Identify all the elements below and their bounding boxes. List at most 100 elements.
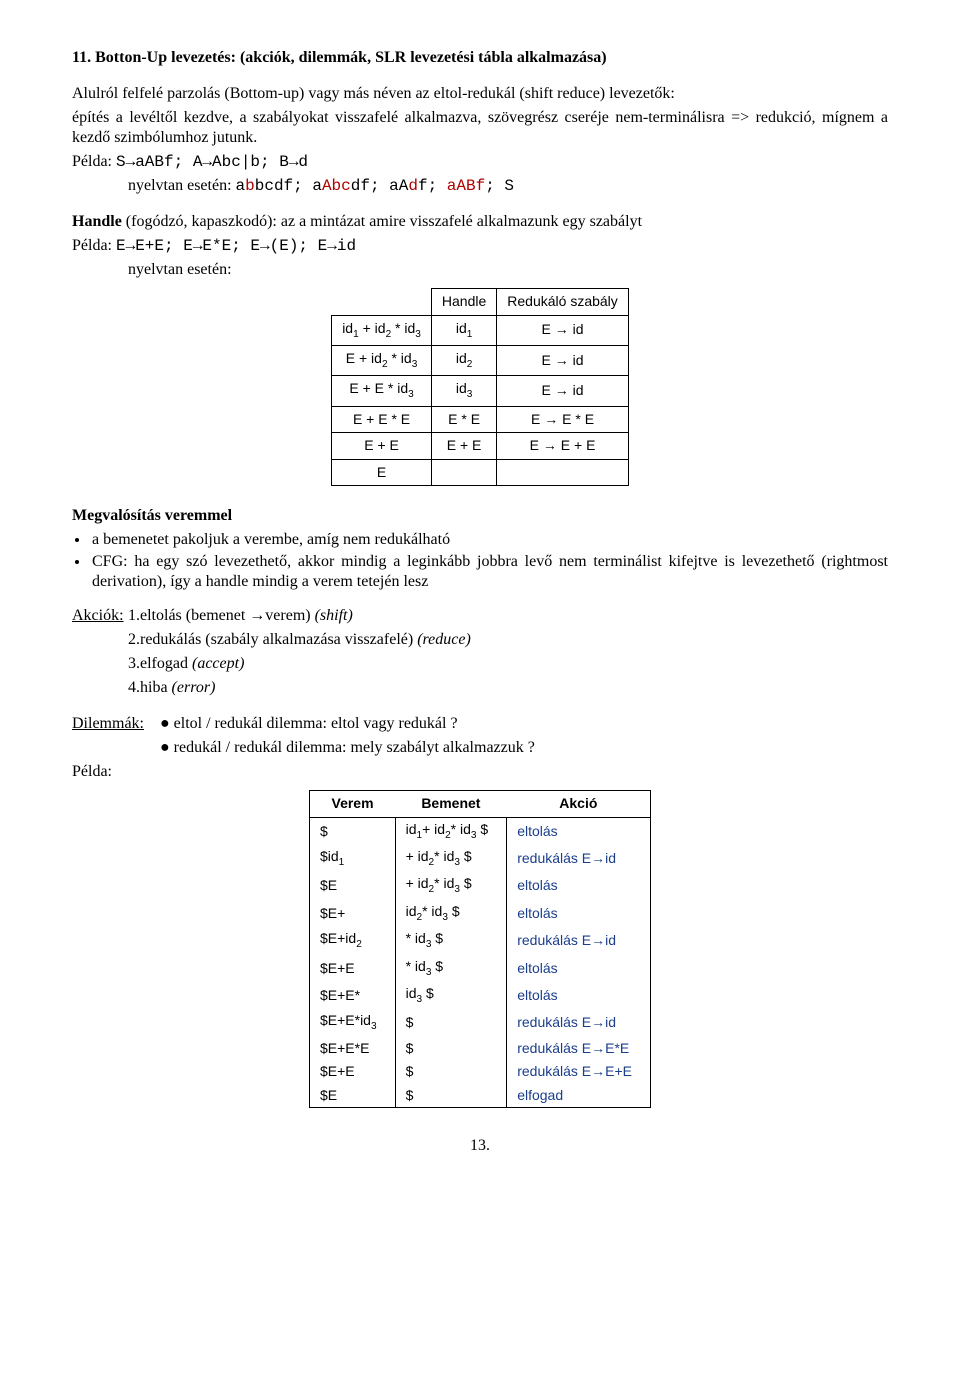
actions-block: Akciók: 1.eltolás (bemenet →verem) (shif… bbox=[72, 606, 888, 702]
label: nyelvtan esetén: bbox=[128, 177, 236, 194]
th-empty bbox=[332, 289, 432, 316]
stack-table: Verem Bemenet Akció $id1+ id2* id3 $elto… bbox=[309, 790, 651, 1108]
td: $E+E bbox=[309, 1060, 395, 1084]
td: E + E * E bbox=[332, 406, 432, 433]
label: Példa: bbox=[72, 237, 116, 254]
action-item: 2.redukálás (szabály alkalmazása visszaf… bbox=[128, 630, 471, 650]
table-row: $E+E*id3$redukálás E→id bbox=[309, 1009, 650, 1036]
td: id3 $ bbox=[395, 982, 507, 1009]
table-row: E + id2 * id3id2E → id bbox=[332, 345, 629, 375]
text: (reduce) bbox=[417, 631, 471, 648]
td: $E+E bbox=[309, 955, 395, 982]
td: $E+id2 bbox=[309, 927, 395, 954]
th: Verem bbox=[309, 791, 395, 818]
td: $E+ bbox=[309, 900, 395, 927]
td: E bbox=[332, 459, 432, 486]
td: id1 bbox=[431, 315, 496, 345]
text: 3.elfogad bbox=[128, 655, 192, 672]
td: $id1 bbox=[309, 845, 395, 872]
td: $E bbox=[309, 872, 395, 899]
paragraph: Handle (fogódzó, kapaszkodó): az a mintá… bbox=[72, 212, 888, 232]
code: E→E+E; E→E*E; E→(E); E→id bbox=[116, 237, 356, 255]
td: $ bbox=[395, 1084, 507, 1108]
td: E + E bbox=[431, 433, 496, 460]
td: $ bbox=[395, 1009, 507, 1036]
table-row: $id1+ id2* id3 $redukálás E→id bbox=[309, 845, 650, 872]
code: abbcdf; aAbcdf; aAdf; aABf; S bbox=[236, 177, 515, 195]
action-item: 3.elfogad (accept) bbox=[128, 654, 471, 674]
paragraph: építés a levéltől kezdve, a szabályokat … bbox=[72, 108, 888, 148]
td: E + E bbox=[332, 433, 432, 460]
list-item: a bemenetet pakoljuk a verembe, amíg nem… bbox=[90, 530, 888, 550]
text: (shift) bbox=[315, 607, 353, 624]
td: redukálás E→E*E bbox=[507, 1037, 651, 1061]
td: * id3 $ bbox=[395, 927, 507, 954]
td: $ bbox=[395, 1037, 507, 1061]
example-line: nyelvtan esetén: abbcdf; aAbcdf; aAdf; a… bbox=[128, 176, 888, 196]
table-row: $E+id2* id3 $redukálás E→id bbox=[309, 927, 650, 954]
td: id1+ id2* id3 $ bbox=[395, 817, 507, 845]
th: Akció bbox=[507, 791, 651, 818]
td: eltolás bbox=[507, 872, 651, 899]
page-number: 13. bbox=[72, 1136, 888, 1156]
table-row: $E+E*E$redukálás E→E*E bbox=[309, 1037, 650, 1061]
table-row: E + EE + EE → E + E bbox=[332, 433, 629, 460]
table-row: $E+E* id3 $eltolás bbox=[309, 955, 650, 982]
dilemma-item: ● redukál / redukál dilemma: mely szabál… bbox=[160, 738, 888, 758]
td: * id3 $ bbox=[395, 955, 507, 982]
td: E * E bbox=[431, 406, 496, 433]
td: redukálás E→id bbox=[507, 927, 651, 954]
code: S→aABf; A→Abc|b; B→d bbox=[116, 153, 308, 171]
text: (error) bbox=[172, 679, 216, 696]
label: Akciók: bbox=[72, 607, 124, 624]
text: (fogódzó, kapaszkodó): az a mintázat ami… bbox=[122, 213, 642, 230]
td: E → id bbox=[497, 376, 629, 406]
term: Handle bbox=[72, 213, 122, 230]
table-row: E + E * EE * EE → E * E bbox=[332, 406, 629, 433]
td: + id2* id3 $ bbox=[395, 872, 507, 899]
td: eltolás bbox=[507, 955, 651, 982]
td: eltolás bbox=[507, 900, 651, 927]
example-line: Példa: S→aABf; A→Abc|b; B→d bbox=[72, 152, 888, 172]
table-row: id1 + id2 * id3id1E → id bbox=[332, 315, 629, 345]
td bbox=[431, 459, 496, 486]
heading: 11. Botton-Up levezetés: (akciók, dilemm… bbox=[72, 48, 888, 68]
td: E → id bbox=[497, 345, 629, 375]
th: Handle bbox=[431, 289, 496, 316]
table-row: $id1+ id2* id3 $eltolás bbox=[309, 817, 650, 845]
td: eltolás bbox=[507, 982, 651, 1009]
th: Redukáló szabály bbox=[497, 289, 629, 316]
td: E + E * id3 bbox=[332, 376, 432, 406]
td: E → E + E bbox=[497, 433, 629, 460]
td: $E+E* bbox=[309, 982, 395, 1009]
table-row: $E+id2* id3 $eltolás bbox=[309, 900, 650, 927]
example-line: Példa: E→E+E; E→E*E; E→(E); E→id bbox=[72, 236, 888, 256]
td: id2 bbox=[431, 345, 496, 375]
td: eltolás bbox=[507, 817, 651, 845]
table-row: $E+E*id3 $eltolás bbox=[309, 982, 650, 1009]
label: nyelvtan esetén: bbox=[128, 260, 888, 280]
bullet-list: a bemenetet pakoljuk a verembe, amíg nem… bbox=[90, 530, 888, 592]
label: Példa: bbox=[72, 762, 888, 782]
paragraph: Alulról felfelé parzolás (Bottom-up) vag… bbox=[72, 84, 888, 104]
handle-table: Handle Redukáló szabály id1 + id2 * id3i… bbox=[331, 288, 629, 486]
td: + id2* id3 $ bbox=[395, 845, 507, 872]
td bbox=[497, 459, 629, 486]
td: $ bbox=[309, 817, 395, 845]
subheading: Megvalósítás veremmel bbox=[72, 506, 888, 526]
text: 4.hiba bbox=[128, 679, 172, 696]
table-row: E bbox=[332, 459, 629, 486]
text: 1.eltolás (bemenet →verem) bbox=[128, 607, 315, 624]
th: Bemenet bbox=[395, 791, 507, 818]
table-row: E + E * id3id3E → id bbox=[332, 376, 629, 406]
td: id2* id3 $ bbox=[395, 900, 507, 927]
td: id1 + id2 * id3 bbox=[332, 315, 432, 345]
td: $E bbox=[309, 1084, 395, 1108]
td: $ bbox=[395, 1060, 507, 1084]
td: $E+E*id3 bbox=[309, 1009, 395, 1036]
text: 2.redukálás (szabály alkalmazása visszaf… bbox=[128, 631, 417, 648]
table-row: $E$elfogad bbox=[309, 1084, 650, 1108]
label: Dilemmák: bbox=[72, 715, 144, 732]
table-row: $E+E$redukálás E→E+E bbox=[309, 1060, 650, 1084]
td: E + id2 * id3 bbox=[332, 345, 432, 375]
